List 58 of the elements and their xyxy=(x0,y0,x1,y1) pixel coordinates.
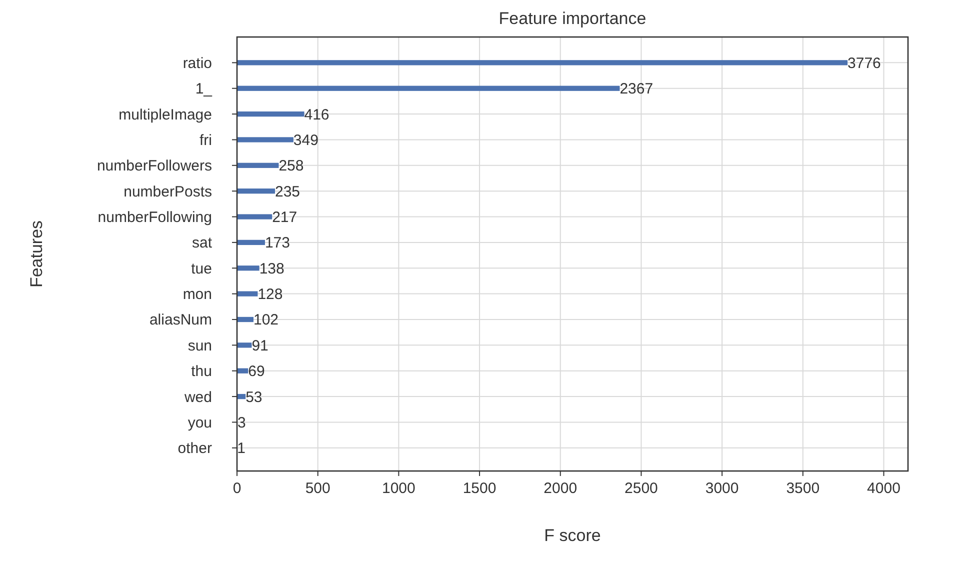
bar xyxy=(237,394,246,400)
x-axis-title: F score xyxy=(544,526,601,545)
y-tick-label: 1_ xyxy=(195,80,213,98)
data-label: 235 xyxy=(274,183,300,200)
y-tick-label: tue xyxy=(191,260,212,278)
x-tick-label: 1000 xyxy=(382,480,416,497)
y-tick-label: ratio xyxy=(182,54,212,72)
chart-title: Feature importance xyxy=(498,9,646,28)
x-tick-label: 3500 xyxy=(786,480,820,497)
y-tick-label: sat xyxy=(192,234,213,252)
bar xyxy=(237,291,258,296)
bar xyxy=(237,342,252,348)
data-label: 53 xyxy=(246,388,262,406)
bar xyxy=(237,240,265,246)
x-tick-label: 0 xyxy=(232,480,242,497)
data-label: 2367 xyxy=(620,80,654,98)
bar xyxy=(237,137,294,142)
data-label: 3776 xyxy=(848,54,881,72)
y-axis-title: Features xyxy=(27,220,46,288)
x-tick-label: 1500 xyxy=(462,480,496,497)
x-tick-label: 2500 xyxy=(624,480,658,497)
bar xyxy=(237,162,279,168)
y-tick-label: multipleImage xyxy=(118,106,212,124)
y-tick-label: wed xyxy=(183,388,212,406)
y-tick-label: you xyxy=(188,414,212,432)
x-tick-label: 3000 xyxy=(705,480,739,497)
bar xyxy=(237,214,272,220)
x-tick-label: 2000 xyxy=(544,480,578,497)
data-label: 69 xyxy=(248,363,265,380)
bar xyxy=(237,266,260,271)
y-tick-label: numberFollowers xyxy=(96,158,212,175)
data-label: 416 xyxy=(304,106,330,124)
y-tick-label: thu xyxy=(191,363,212,380)
bar xyxy=(237,316,254,322)
bar xyxy=(237,111,304,117)
y-tick-label: fri xyxy=(200,132,212,149)
data-label: 3 xyxy=(237,414,246,432)
x-tick-label: 500 xyxy=(305,480,330,497)
y-tick-label: other xyxy=(178,440,212,458)
data-label: 1 xyxy=(237,440,246,458)
data-label: 102 xyxy=(253,312,279,329)
bar xyxy=(237,60,848,66)
x-tick-label: 4000 xyxy=(867,480,900,497)
y-tick-label: aliasNum xyxy=(149,312,212,329)
data-label: 217 xyxy=(272,209,298,226)
data-label: 349 xyxy=(293,132,318,149)
data-label: 91 xyxy=(252,337,268,354)
data-label: 128 xyxy=(258,286,283,304)
data-label: 138 xyxy=(259,260,284,278)
bar xyxy=(237,86,620,91)
y-tick-label: mon xyxy=(182,286,212,304)
bar xyxy=(237,368,248,374)
y-tick-label: numberPosts xyxy=(124,183,212,200)
y-tick-label: sun xyxy=(188,337,212,354)
bar xyxy=(237,188,275,194)
data-label: 258 xyxy=(278,158,304,175)
y-tick-label: numberFollowing xyxy=(98,209,212,226)
data-label: 173 xyxy=(264,234,290,252)
